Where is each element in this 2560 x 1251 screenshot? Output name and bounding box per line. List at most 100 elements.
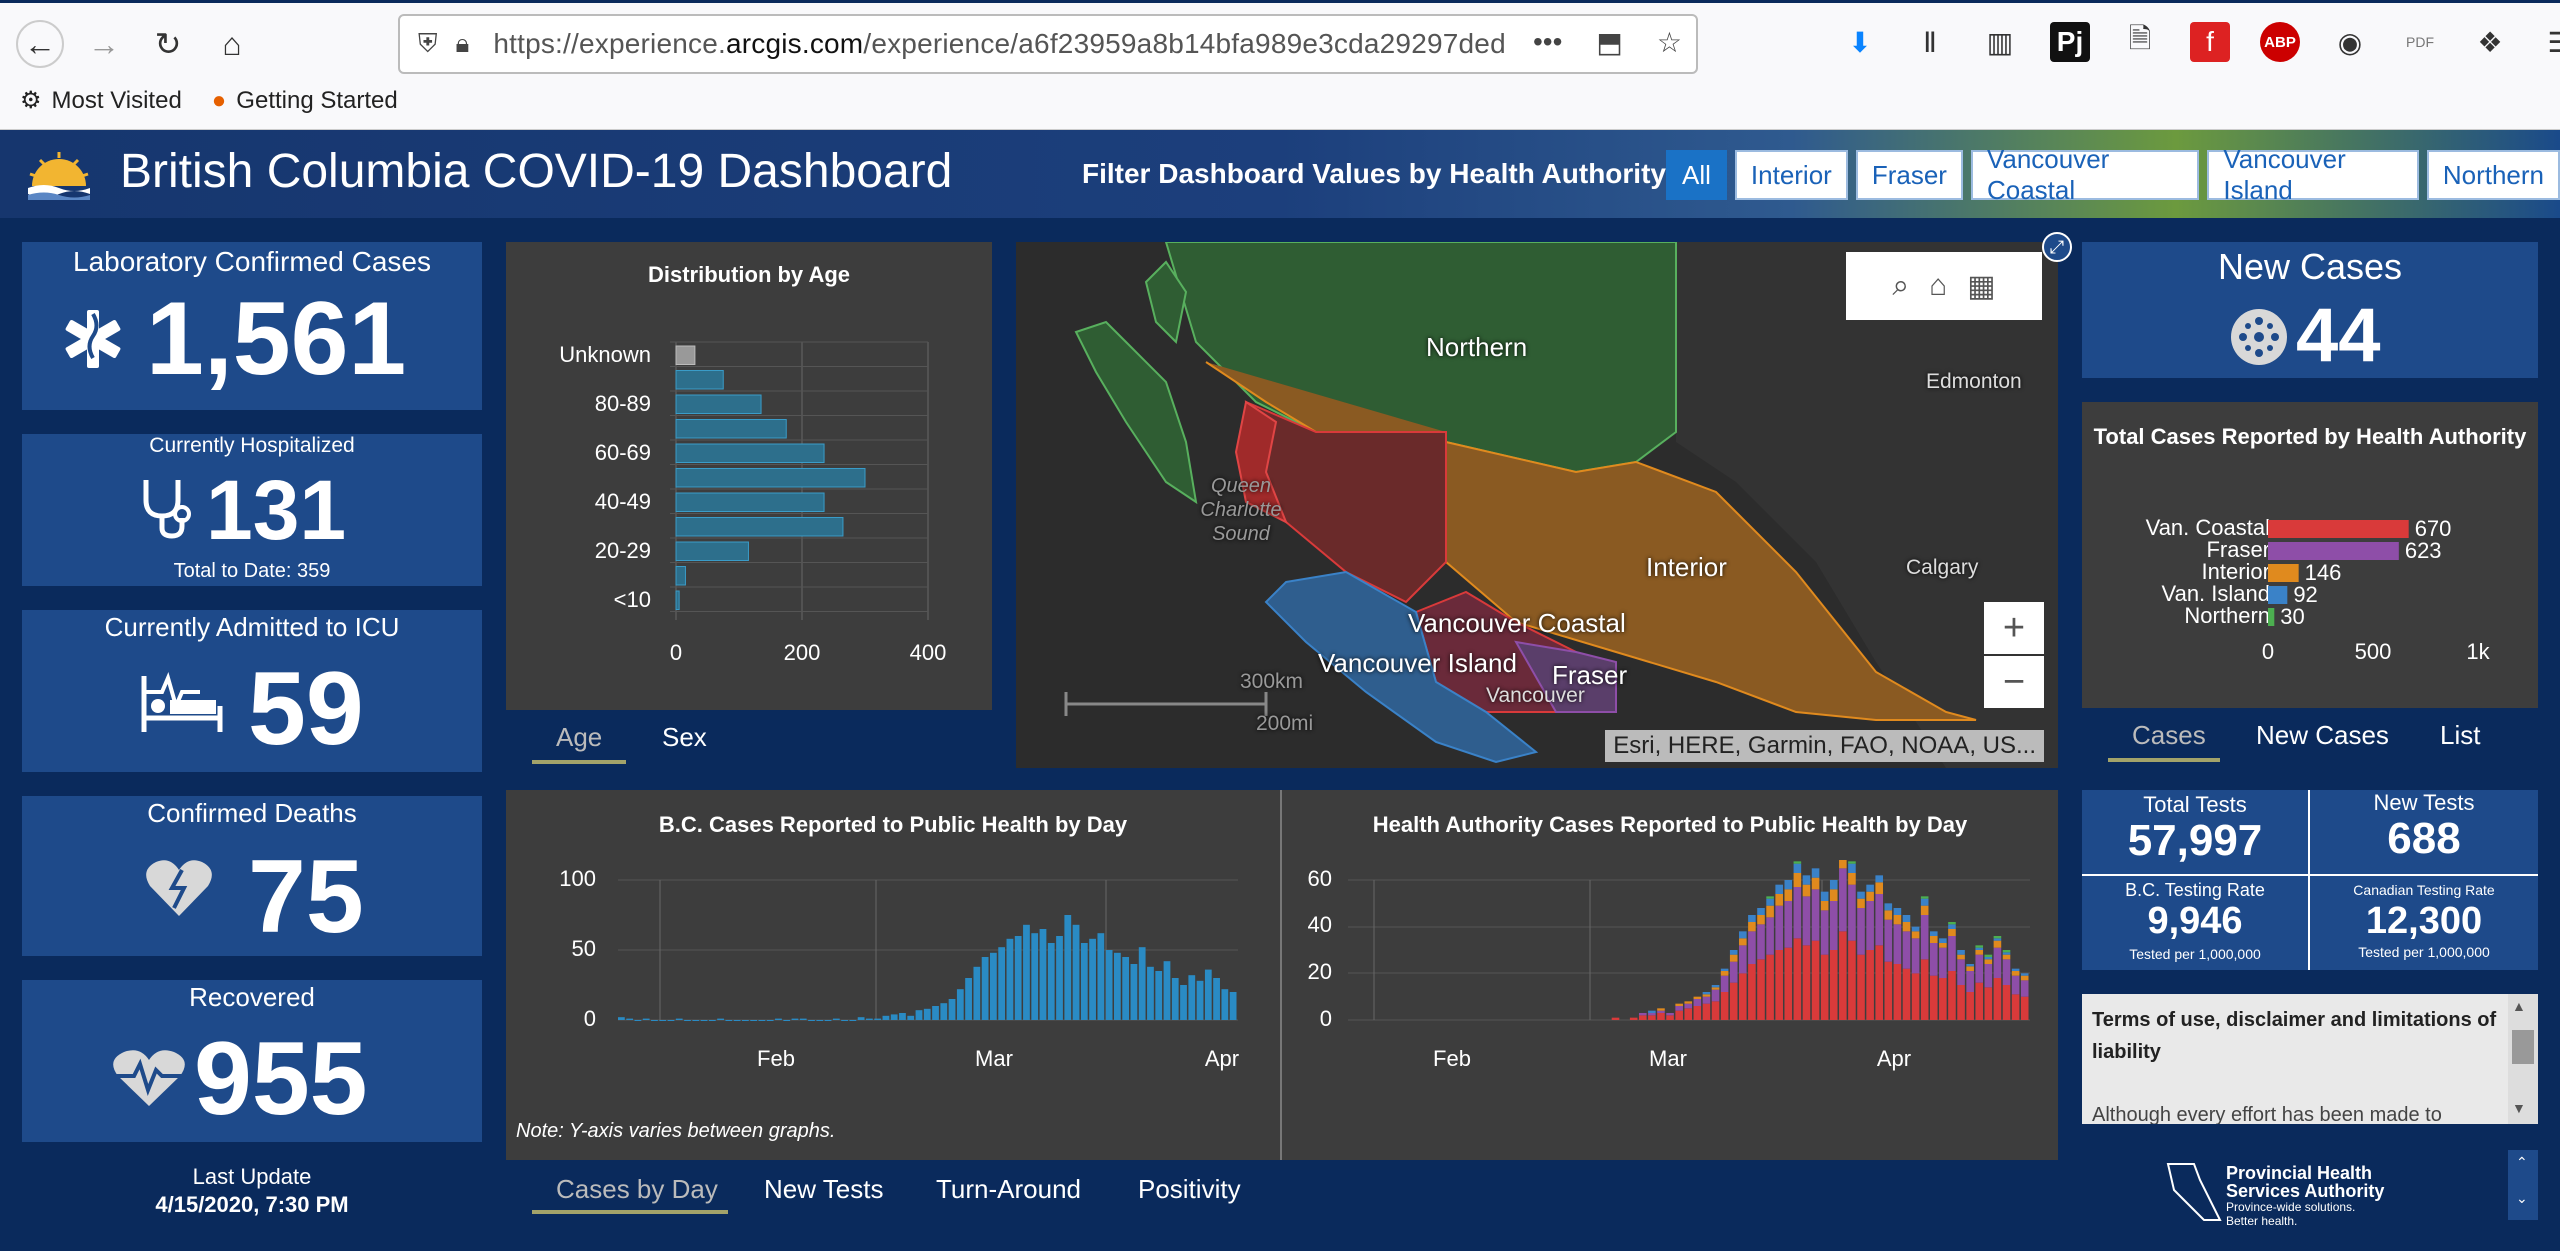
tab-list[interactable]: List [2440,720,2481,750]
ha-daily-bar [1811,889,1820,941]
medical-star-icon [65,310,121,368]
bookmark-getting-started[interactable]: ● Getting Started [211,86,398,114]
address-bar[interactable]: ⛨ 🔒︎ https://experience.arcgis.com/exper… [398,14,1698,74]
tab-age[interactable]: Age [556,722,603,752]
scroll-up-icon[interactable]: ▲ [2512,998,2526,1014]
gift-icon[interactable]: ❖ [2477,26,2503,58]
scroll-thumb[interactable] [2512,1030,2534,1064]
ha-daily-bar [1911,931,1920,939]
new-cases-panel: New Cases 44 [2082,242,2538,378]
adblock-icon[interactable]: ABP [2260,22,2300,62]
forward-icon[interactable]: → [88,25,120,62]
filter-interior-button[interactable]: Interior [1734,150,1848,200]
daily-bar [948,999,956,1020]
bookmark-most-visited[interactable]: ⚙ Most Visited [20,86,182,115]
age-bar [675,468,866,488]
page-actions-icon[interactable]: ••• [1533,26,1563,57]
reader-icon[interactable]: 🗎︎ [2128,23,2152,54]
daily-bar [808,1020,815,1021]
terms-panel[interactable]: Terms of use, disclaimer and limitations… [2082,994,2538,1124]
download-icon[interactable]: ⬇ [1848,26,1872,58]
map-scale-km: 300km [1240,670,1304,693]
ha-bar [2268,520,2409,538]
map-attribution[interactable]: Esri, HERE, Garmin, FAO, NOAA, US... [1605,730,2044,762]
age-ytick: 80-89 [595,391,651,416]
dashboard-title: British Columbia COVID-19 Dashboard [120,145,953,198]
shield-icon[interactable]: ⛨ [418,28,438,58]
menu-icon[interactable]: ☰ [2547,26,2560,58]
tab-cases[interactable]: Cases [2132,720,2206,750]
ha-daily-bar [2002,954,2011,960]
ha-ytick: Northern [2184,603,2270,628]
url-text[interactable]: https://experience.arcgis.com/experience… [493,28,1506,59]
ha-bar [2268,542,2399,560]
reload-icon[interactable]: ↻ [154,26,182,62]
filter-all-button[interactable]: All [1666,150,1727,200]
health-authority-map[interactable]: Northern Interior Vancouver Coastal Vanc… [1016,242,2058,768]
tab-new-cases[interactable]: New Cases [2256,720,2389,750]
home-icon[interactable]: ⌂ [222,25,242,62]
ha-bar-value-label: 670 [2415,516,2452,541]
age-bar [675,443,825,463]
daily-bar [791,1018,799,1020]
ha-daily-bar [1893,924,1902,964]
expand-map-icon[interactable]: ⤢ [2042,232,2072,262]
pdf-icon[interactable]: PDF [2406,34,2434,50]
ha-daily-bar [1929,936,1938,943]
flash-icon[interactable]: f [2190,22,2230,62]
daily-ytick: 0 [584,1006,596,1031]
map-zoom-out-icon[interactable]: − [1984,656,2044,708]
filter-label: Filter Dashboard Values by Health Author… [1082,158,1676,189]
tab-cases-by-day[interactable]: Cases by Day [556,1174,718,1204]
lock-icon[interactable]: 🔒︎ [455,28,470,58]
back-icon[interactable]: ← [16,20,64,68]
ha-daily-bar [1984,954,1993,957]
ha-daily-bar [1902,931,1911,969]
tab-sex[interactable]: Sex [662,722,707,752]
filter-fraser-button[interactable]: Fraser [1855,150,1963,200]
daily-xtick: Mar [975,1046,1013,1071]
sidebar-icon[interactable]: ▥ [1986,26,2014,58]
filter-northern-button[interactable]: Northern [2426,150,2560,200]
daily-bar [899,1013,906,1020]
ha-daily-bar [1793,938,1802,1020]
ha-daily-bar [1766,896,1774,899]
tab-turn-around[interactable]: Turn-Around [936,1174,1081,1204]
map-home-icon[interactable]: ⌂ [1929,269,1948,302]
daily-bar [1114,952,1121,1020]
ha-daily-bar [1729,950,1738,955]
page-scroll-up-icon[interactable]: ⌃ [2516,1154,2528,1170]
map-label-fraser: Fraser [1552,660,1628,690]
terms-scrollbar[interactable]: ▲ ▼ [2508,994,2538,1124]
daily-bar [667,1020,675,1021]
ha-daily-bar [1993,936,2002,939]
ha-daily-bar [1929,943,1938,976]
scroll-down-icon[interactable]: ▼ [2512,1100,2526,1116]
new-cases-value: 44 [2296,293,2381,378]
filter-vancouver-coastal-button[interactable]: Vancouver Coastal [1970,144,2200,205]
pj-extension-icon[interactable]: Pj [2050,22,2090,62]
ha-bar [2268,564,2299,582]
page-scrollbar[interactable]: ⌃ ⌄ [2508,1150,2538,1220]
map-qr-icon[interactable]: ▦ [1967,269,1996,303]
confirmed-cases-value: 1,561 [146,281,407,397]
ha-daily-bar [1848,861,1856,864]
tab-new-tests[interactable]: New Tests [764,1174,884,1204]
map-search-icon[interactable]: ⌕ [1892,269,1910,302]
tab-positivity[interactable]: Positivity [1138,1174,1241,1204]
ha-daily-bar [1666,1015,1674,1020]
terms-title[interactable]: Terms of use, disclaimer and limitations… [2092,1009,2497,1063]
ha-daily-bar [1775,950,1783,1020]
ha-daily-bar [1920,898,1929,906]
ha-daily-bar [1793,887,1802,939]
ha-daily-bar [1775,884,1783,894]
age-bar [675,566,686,586]
bookmark-star-icon[interactable]: ☆ [1656,27,1682,58]
filter-vancouver-island-button[interactable]: Vancouver Island [2207,144,2419,205]
ha-daily-bar [1720,992,1729,1020]
map-zoom-in-icon[interactable]: + [1984,602,2044,654]
pocket-icon[interactable]: ⬒ [1596,27,1623,58]
account-icon[interactable]: ◉ [2337,26,2363,58]
page-scroll-down-icon[interactable]: ⌄ [2516,1190,2528,1206]
library-icon[interactable]: Ⅱ [1923,26,1937,58]
